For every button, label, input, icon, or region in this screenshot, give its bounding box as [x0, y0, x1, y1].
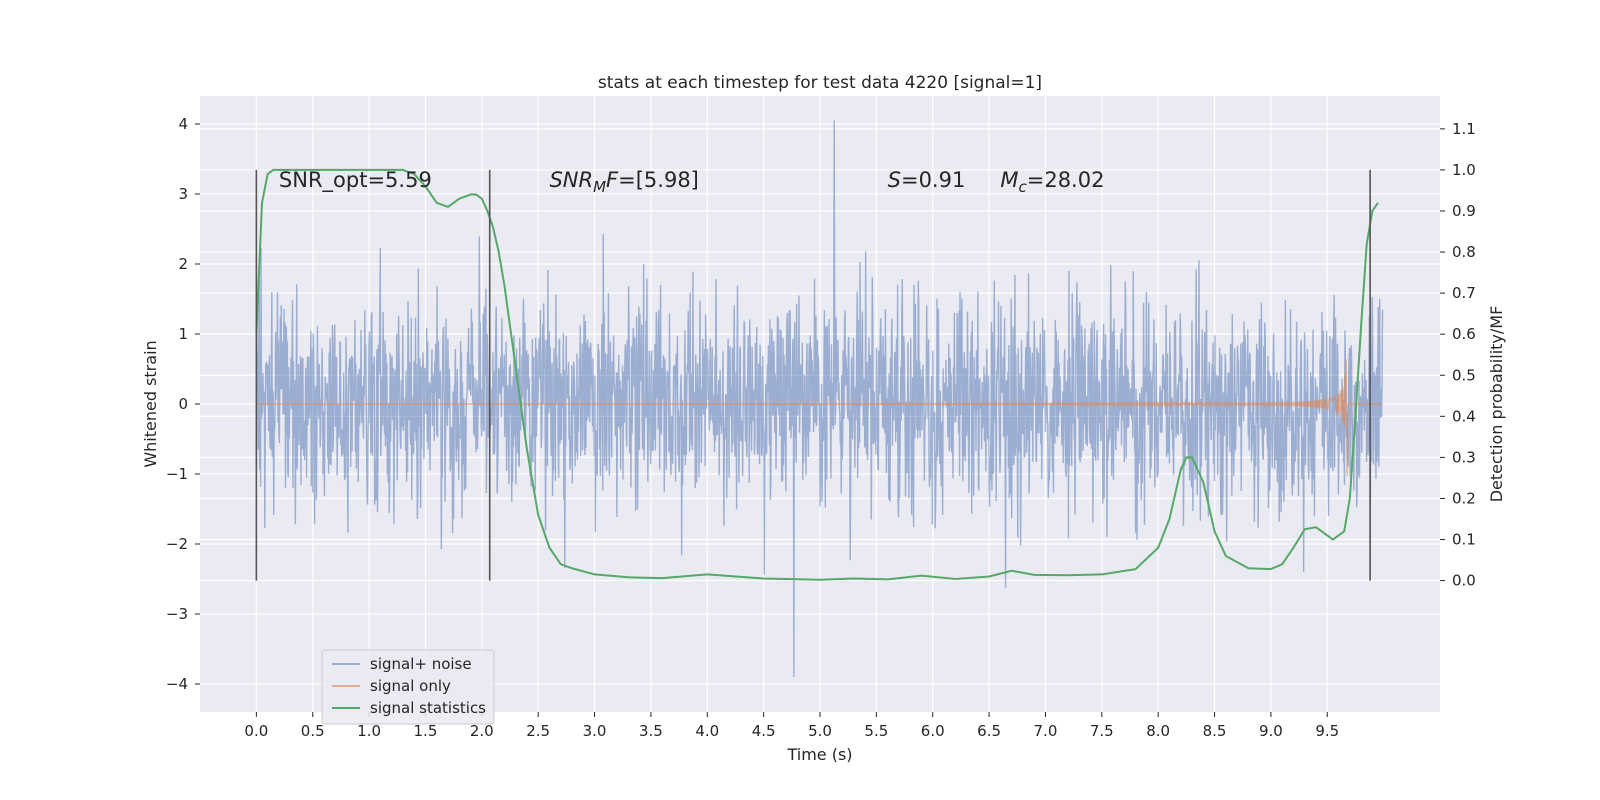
vertical-markers — [255, 169, 1371, 581]
legend-label-signal-only: signal only — [370, 677, 451, 695]
annotations: SNR_opt=5.59 SNRMF=[5.98] S=0.91 Mc=28.02 — [279, 168, 1105, 196]
x-tick-label: 8.0 — [1146, 722, 1170, 740]
x-tick-label: 9.5 — [1315, 722, 1339, 740]
y-tick-label: −4 — [166, 675, 188, 693]
series-signal-only — [256, 358, 1383, 477]
x-tick-label: 6.5 — [977, 722, 1001, 740]
y-tick-label: −2 — [166, 535, 188, 553]
y-axis-label: Whitened strain — [141, 340, 160, 467]
x-tick-label: 4.0 — [695, 722, 719, 740]
y2-axis-label: Detection probability/MF — [1487, 306, 1506, 503]
x-tick-label: 1.0 — [357, 722, 381, 740]
x-tick-label: 3.5 — [639, 722, 663, 740]
y2-tick-label: 1.1 — [1452, 120, 1476, 138]
y2-tick-label: 0.5 — [1452, 366, 1476, 384]
y2-tick-label: 0.6 — [1452, 325, 1476, 343]
y2-tick-label: 0.8 — [1452, 243, 1476, 261]
legend-label-signal-noise: signal+ noise — [370, 655, 472, 673]
y2-tick-label: 0.1 — [1452, 531, 1476, 549]
y-tick-label: 3 — [178, 185, 188, 203]
legend: signal+ noise signal only signal statistic… — [321, 649, 495, 725]
x-tick-label: 2.5 — [526, 722, 550, 740]
annotation-part: SNR_opt=5.59 — [279, 168, 432, 193]
y2-tick-label: 0.9 — [1452, 202, 1476, 220]
x-tick-label: 1.5 — [414, 722, 438, 740]
series-layer — [255, 120, 1384, 678]
y2-tick-label: 0.2 — [1452, 489, 1476, 507]
annotation-snr-opt: SNR_opt=5.59 — [279, 168, 432, 193]
annotation-snr-mf: SNRMF=[5.98] — [549, 168, 698, 196]
x-tick-label: 4.5 — [752, 722, 776, 740]
annotation-part: SNR — [549, 168, 593, 192]
y-tick-label: −3 — [166, 605, 188, 623]
annotation-part: S — [888, 168, 901, 192]
x-tick-label: 3.0 — [583, 722, 607, 740]
x-tick-label: 5.0 — [808, 722, 832, 740]
y-tick-label: 4 — [178, 115, 188, 133]
annotation-part: =28.02 — [1027, 168, 1105, 192]
legend-label-signal-statistics: signal statistics — [370, 699, 486, 717]
legend-box — [321, 649, 495, 725]
y-tick-label: 2 — [178, 255, 188, 273]
x-tick-label: 0.5 — [301, 722, 325, 740]
series-signal-noise — [255, 120, 1384, 678]
annotation-part: c — [1018, 178, 1027, 196]
x-tick-label: 8.5 — [1203, 722, 1227, 740]
y2-tick-label: 0.7 — [1452, 284, 1476, 302]
y-tick-label: 1 — [178, 325, 188, 343]
annotation-mc-value: Mc=28.02 — [1000, 168, 1104, 196]
axes: 0.0 0.5 1.0 1.5 2.0 2.5 3.0 3.5 4.0 4.5 5.0 5.5 6.0 6… — [166, 115, 1476, 740]
x-axis-label: Time (s) — [786, 745, 852, 764]
y2-tick-label: 1.0 — [1452, 161, 1476, 179]
annotation-part: M — [593, 178, 606, 196]
annotation-part: M — [1000, 168, 1018, 192]
annotation-part: =0.91 — [901, 168, 965, 192]
annotation-part: F — [606, 168, 619, 192]
y2-tick-label: 0.0 — [1452, 572, 1476, 590]
x-tick-label: 0.0 — [244, 722, 268, 740]
x-tick-label: 9.0 — [1259, 722, 1283, 740]
series-signal-statistics — [255, 168, 1379, 581]
x-tick-label: 7.0 — [1034, 722, 1058, 740]
y2-tick-label: 0.3 — [1452, 448, 1476, 466]
y-tick-label: −1 — [166, 465, 188, 483]
x-tick-label: 2.0 — [470, 722, 494, 740]
y-tick-label: 0 — [178, 395, 188, 413]
x-tick-label: 7.5 — [1090, 722, 1114, 740]
x-tick-label: 5.5 — [864, 722, 888, 740]
x-tick-label: 6.0 — [921, 722, 945, 740]
annotation-s-value: S=0.91 — [888, 168, 966, 192]
y2-tick-label: 0.4 — [1452, 407, 1476, 425]
chart-title: stats at each timestep for test data 422… — [598, 73, 1042, 93]
annotation-part: =[5.98] — [618, 168, 699, 192]
